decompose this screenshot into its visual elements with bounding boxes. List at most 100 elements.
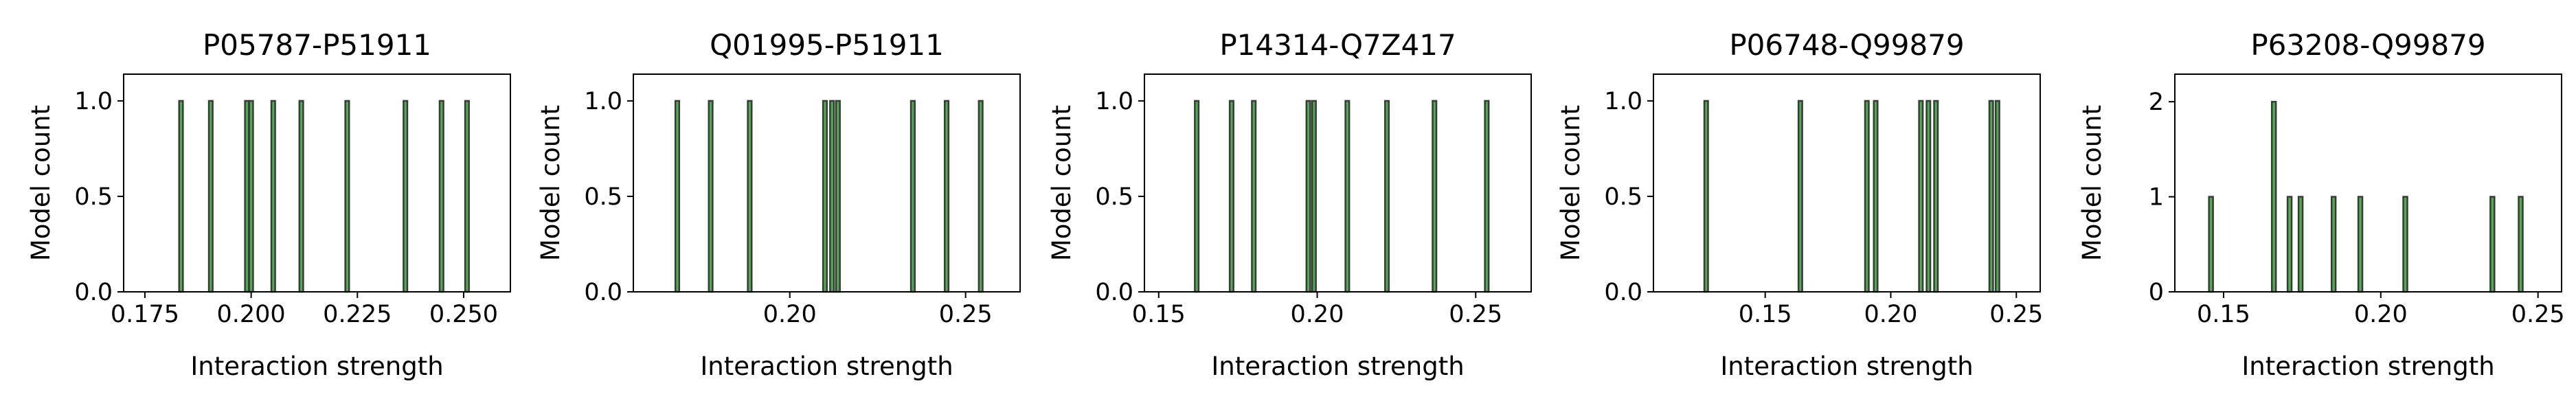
histogram-bar [1918,100,1924,293]
x-axis-label: Interaction strength [2241,352,2494,381]
y-axis-label: Model count [536,105,565,261]
histogram-bar [2297,196,2304,293]
histogram-bar [2330,196,2337,293]
histogram-bar [2518,196,2524,293]
x-tick-label: 0.15 [1132,301,1186,328]
x-tick-label: 0.15 [1739,301,1792,328]
histogram-bar [1305,100,1311,293]
histogram-bar [207,100,214,293]
histogram-bar [178,100,184,293]
chart-title: P63208-Q99879 [2250,28,2485,62]
histogram-bar [708,100,714,293]
y-tick-label: 0.0 [1095,279,1133,306]
axes-frame [633,73,1021,293]
chart-panel-5: 0.15 0.20 0.25 0 1 2 P63208-Q99879 Interaction … [2077,28,2565,381]
histogram-bar [2286,196,2293,293]
histogram-bar [244,100,250,293]
histogram-bar [1194,100,1200,293]
y-tick-label: 1.0 [1604,88,1642,115]
x-tick-label: 0.200 [217,301,286,328]
axes-frame [2174,73,2562,293]
histogram-bar [464,100,470,293]
chart-panel-3: 0.15 0.20 0.25 0.0 0.5 1.0 P14314-Q7Z417 Intera… [1047,28,1532,381]
histogram-bar [2402,196,2408,293]
histogram-bar [344,100,350,293]
histogram-bar [2208,196,2214,293]
histogram-bar [909,100,916,293]
y-tick-label: 1 [2149,184,2164,211]
x-tick-label: 0.250 [429,301,498,328]
histogram-bar [270,100,276,293]
histogram-bar [1228,100,1234,293]
y-axis-label: Model count [1047,105,1076,261]
x-tick-label: 0.175 [111,301,179,328]
y-tick-label: 0.0 [74,279,113,306]
histogram-bar [829,100,835,293]
histogram-bar [248,100,254,293]
histogram-bar [674,100,681,293]
x-axis-label: Interaction strength [1720,352,1973,381]
histogram-bar [1933,100,1939,293]
histogram-bar [403,100,409,293]
x-tick-label: 0.25 [1449,301,1502,328]
histogram-bar [822,100,828,293]
histogram-bar [1873,100,1879,293]
y-axis-label: Model count [1556,105,1585,261]
y-tick-label: 0.0 [584,279,622,306]
x-axis-label: Interaction strength [700,352,953,381]
histogram-bar [835,100,841,293]
histogram-bar [1797,100,1803,293]
y-tick-label: 0.5 [1095,183,1133,211]
x-tick-label: 0.20 [763,301,817,328]
axes-frame [123,73,511,293]
y-axis-label: Model count [26,105,56,261]
y-tick-label: 0.5 [74,183,113,211]
y-tick-label: 1.0 [584,88,622,115]
histogram-bar [1703,100,1709,293]
y-tick-label: 0 [2149,279,2164,306]
y-tick-label: 0.5 [1604,183,1642,211]
x-tick-label: 0.25 [2511,301,2565,328]
y-tick-label: 2 [2149,89,2164,116]
histogram-bar [1344,100,1351,293]
x-tick-label: 0.15 [2197,301,2250,328]
y-tick-label: 1.0 [1095,88,1133,115]
histogram-bar [438,100,444,293]
x-tick-label: 0.20 [1864,301,1918,328]
histogram-bar [943,100,950,293]
histogram-bar [1988,100,1994,293]
x-tick-label: 0.20 [1291,301,1344,328]
chart-panel-4: 0.15 0.20 0.25 0.0 0.5 1.0 P06748-Q99879 Intera… [1556,28,2043,381]
axes-frame [1653,73,2041,293]
histogram-bar [1484,100,1490,293]
chart-title: P06748-Q99879 [1729,28,1964,62]
histogram-bar [2270,100,2277,293]
x-axis-label: Interaction strength [1211,352,1464,381]
histogram-bar [2489,196,2496,293]
x-tick-label: 0.25 [939,301,993,328]
y-tick-label: 1.0 [74,88,113,115]
x-tick-label: 0.225 [323,301,392,328]
histogram-bar [1311,100,1317,293]
chart-title: Q01995-P51911 [710,28,944,62]
y-axis-label: Model count [2077,105,2107,261]
chart-panel-1: 0.175 0.200 0.225 0.250 0.0 0.5 1.0 P05787-P519… [26,28,511,381]
chart-panel-2: 0.20 0.25 0.0 0.5 1.0 Q01995-P51911 Interactio… [536,28,1021,381]
histogram-bar [1864,100,1870,293]
histogram-bar [1432,100,1438,293]
x-tick-label: 0.25 [1989,301,2043,328]
y-tick-label: 0.5 [584,183,622,211]
axes-frame [1144,73,1532,293]
histogram-bar [2357,196,2364,293]
histogram-bar [298,100,304,293]
histogram-bar [1994,100,2000,293]
x-axis-label: Interaction strength [190,352,443,381]
y-tick-label: 0.0 [1604,279,1642,306]
x-tick-label: 0.20 [2354,301,2408,328]
chart-title: P05787-P51911 [203,28,431,62]
histogram-bar [978,100,984,293]
histogram-bar [1384,100,1390,293]
histogram-bar [1925,100,1932,293]
